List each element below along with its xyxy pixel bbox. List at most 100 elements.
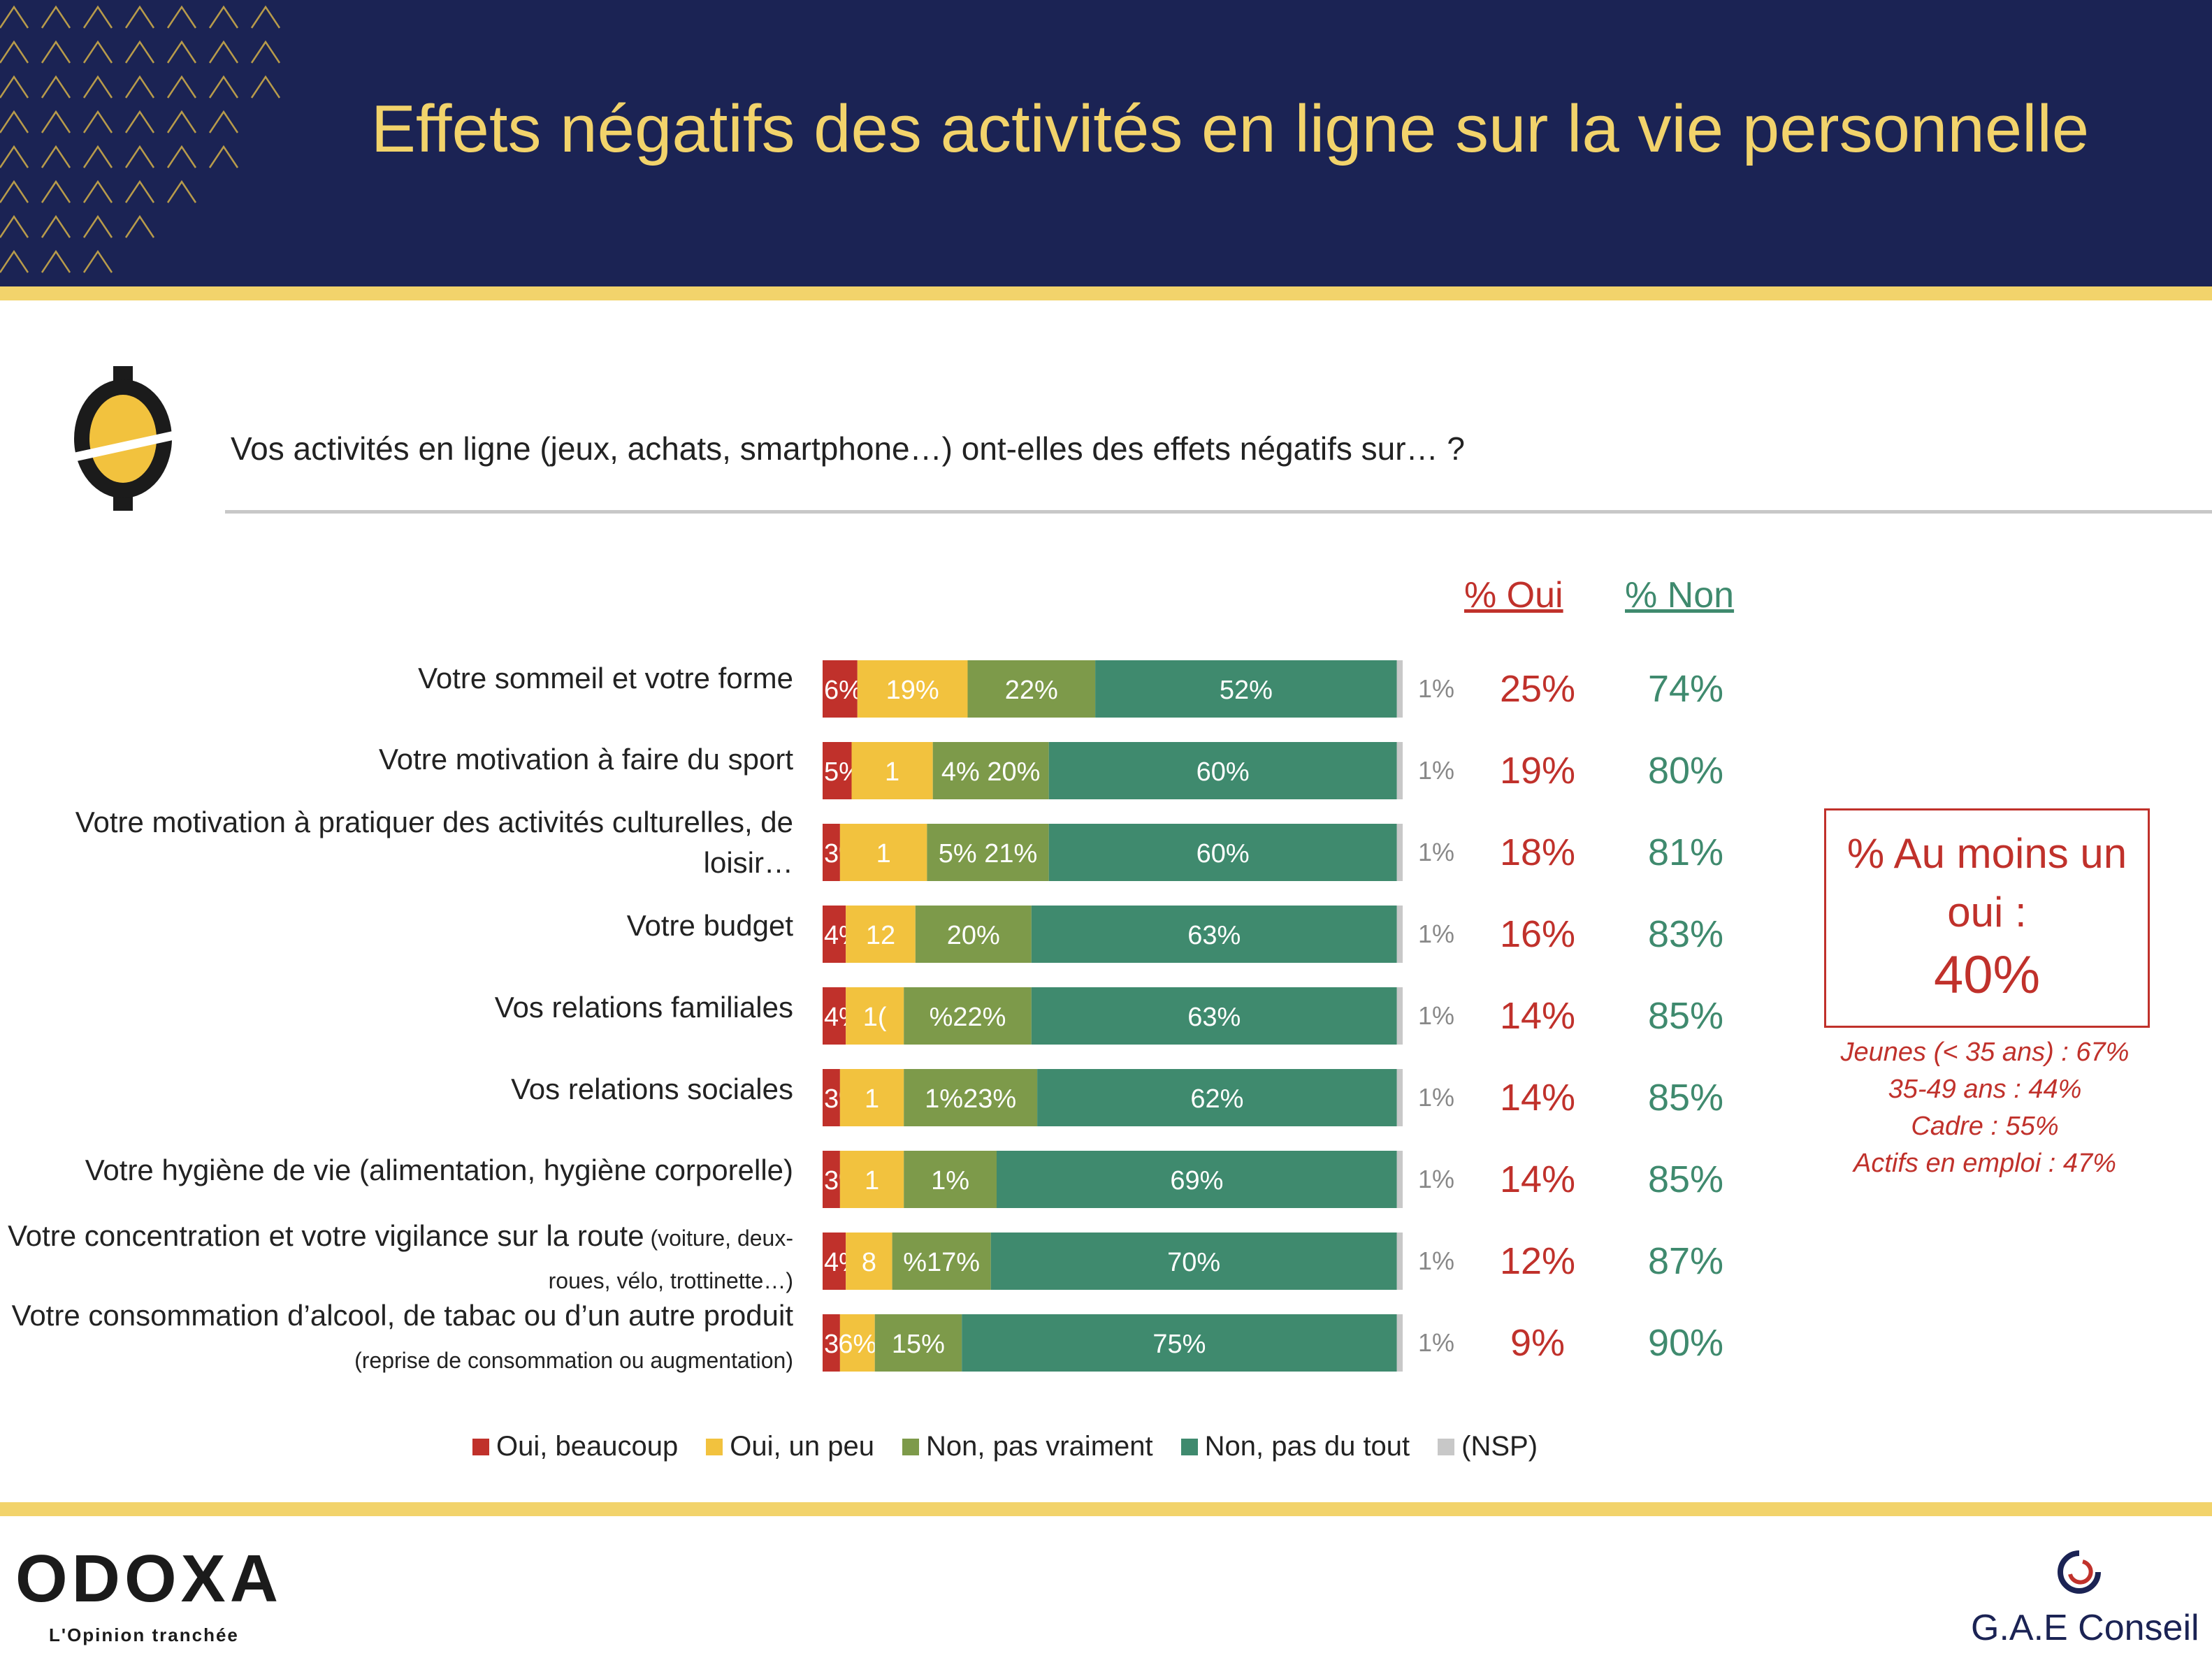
pct-oui-value: 14%: [1500, 1077, 1575, 1119]
category-main: Votre hygiène de vie (alimentation, hygi…: [85, 1154, 793, 1186]
pct-oui-value: 18%: [1500, 831, 1575, 873]
nsp-label: 1%: [1418, 1001, 1454, 1030]
category-main: Votre consommation d’alcool, de tabac ou…: [11, 1299, 793, 1332]
pct-non-value: 81%: [1648, 831, 1723, 873]
category-main: Vos relations familiales: [494, 991, 793, 1024]
bar-value-label: 6%: [824, 676, 862, 705]
category-label: Vos relations sociales: [0, 1069, 793, 1110]
legend-swatch: [902, 1438, 920, 1455]
detail-line: Jeunes (< 35 ans) : 67%: [1840, 1038, 2130, 1067]
category-label: Votre budget: [0, 906, 793, 946]
category-main: Votre motivation à faire du sport: [379, 743, 793, 776]
bar-value-label: 1: [865, 1084, 879, 1114]
pct-oui-value: 12%: [1500, 1240, 1575, 1282]
detail-line: Actifs en emploi : 47%: [1853, 1149, 2116, 1178]
category-label: Votre consommation d’alcool, de tabac ou…: [0, 1295, 793, 1381]
bar-segment: [1396, 824, 1403, 881]
bar-segment: [823, 1233, 846, 1290]
legend-item: Oui, beaucoup: [472, 1431, 678, 1462]
bar-segment: [839, 1151, 904, 1208]
category-label: Votre sommeil et votre forme: [0, 658, 793, 699]
category-label: Votre motivation à pratiquer des activit…: [0, 802, 793, 883]
pct-oui-value: 19%: [1500, 750, 1575, 792]
bar-value-label: 15%: [892, 1330, 945, 1359]
bar-value-label: 1: [885, 757, 899, 787]
bar-segment: [990, 1233, 1397, 1290]
bar-value-label: 4% 20%: [941, 757, 1041, 787]
category-main: Votre motivation à pratiquer des activit…: [75, 806, 793, 879]
legend-label: Oui, beaucoup: [496, 1431, 679, 1462]
bar-value-label: 1(: [863, 1003, 887, 1032]
pct-non-value: 90%: [1648, 1322, 1723, 1364]
nsp-label: 1%: [1418, 756, 1454, 785]
bar-segment: [1396, 742, 1403, 799]
bar-segment: [1396, 1314, 1403, 1372]
bar-segment: [962, 1314, 1397, 1372]
nsp-label: 1%: [1418, 838, 1454, 866]
pct-non-value: 85%: [1648, 1077, 1723, 1119]
category-main: Votre sommeil et votre forme: [418, 662, 793, 695]
legend-item: Non, pas du tout: [1180, 1431, 1410, 1462]
bar-segment: [1396, 906, 1403, 963]
bar-segment: [839, 1314, 875, 1372]
bar-segment: [904, 1151, 997, 1208]
pct-non-value: 85%: [1648, 995, 1723, 1037]
detail-line: 35-49 ans : 44%: [1888, 1075, 2082, 1104]
pct-oui-value: 25%: [1500, 668, 1575, 710]
bar-value-label: 1%23%: [925, 1084, 1016, 1114]
legend-swatch: [1180, 1438, 1198, 1455]
bar-segment: [904, 1069, 1038, 1126]
bar-segment: [1396, 660, 1403, 718]
category-label: Votre concentration et votre vigilance s…: [0, 1216, 793, 1301]
pct-non-value: 85%: [1648, 1158, 1723, 1200]
question-divider: [225, 510, 2212, 514]
bar-value-label: 69%: [1170, 1166, 1223, 1195]
category-main: Votre budget: [626, 909, 793, 942]
bar-segment: [1396, 1151, 1403, 1208]
pct-oui-value: 9%: [1510, 1322, 1565, 1364]
legend-swatch: [1438, 1438, 1455, 1455]
bar-segment: [932, 742, 1049, 799]
bar-segment: [927, 824, 1049, 881]
bar-value-label: 62%: [1190, 1084, 1243, 1114]
bar-segment: [1031, 906, 1397, 963]
nsp-label: 1%: [1418, 1246, 1454, 1275]
bar-segment: [846, 1233, 892, 1290]
bar-value-label: 12: [866, 921, 895, 950]
bar-value-label: 75%: [1152, 1330, 1206, 1359]
bar-segment: [904, 987, 1032, 1045]
bar-segment: [1095, 660, 1397, 718]
legend-label: Non, pas vraiment: [926, 1431, 1153, 1462]
legend-swatch: [472, 1438, 489, 1455]
legend-label: Oui, un peu: [730, 1431, 875, 1462]
bar-segment: [823, 824, 840, 881]
bar-segment: [823, 742, 852, 799]
bar-segment: [1037, 1069, 1397, 1126]
pct-non-value: 87%: [1648, 1240, 1723, 1282]
bar-value-label: 63%: [1187, 921, 1241, 950]
legend-label: Non, pas du tout: [1204, 1431, 1410, 1462]
bar-value-label: 63%: [1187, 1003, 1241, 1032]
bar-value-label: 60%: [1197, 839, 1250, 868]
chevron-pattern: [0, 5, 281, 273]
bar-value-label: 1: [876, 839, 891, 868]
bar-value-label: 52%: [1220, 676, 1273, 705]
category-main: Vos relations sociales: [511, 1073, 793, 1105]
pct-non-value: 80%: [1648, 750, 1723, 792]
summary-value: 40%: [1933, 945, 2041, 1005]
bar-segment: [839, 824, 927, 881]
header-banner: Effets négatifs des activités en ligne s…: [0, 0, 2212, 286]
nsp-label: 1%: [1418, 919, 1454, 948]
category-sub: (voiture, deux-roues, vélo, trottinette……: [548, 1226, 793, 1293]
header-rule: [0, 286, 2212, 300]
bar-segment: [1396, 1069, 1403, 1126]
legend-item: Oui, un peu: [706, 1431, 874, 1462]
bar-segment: [839, 1069, 904, 1126]
page-title: Effets négatifs des activités en ligne s…: [370, 92, 2090, 166]
nsp-label: 1%: [1418, 674, 1454, 703]
bar-segment: [915, 906, 1032, 963]
bar-segment: [997, 1151, 1397, 1208]
bar-segment: [823, 906, 846, 963]
bar-segment: [851, 742, 933, 799]
bar-value-label: 8: [862, 1248, 876, 1277]
